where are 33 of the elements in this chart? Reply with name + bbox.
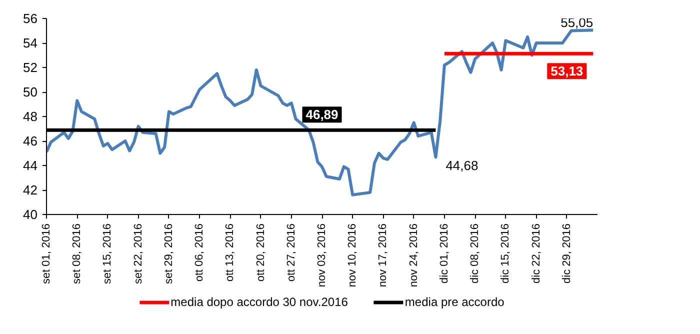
y-tick-label: 44 xyxy=(23,158,38,173)
x-tick-label: dic 22, 2016 xyxy=(530,224,542,284)
x-tick-label: nov 17, 2016 xyxy=(377,223,390,288)
x-tick-label: nov 24, 2016 xyxy=(408,223,420,288)
x-tick-label: set 08, 2016 xyxy=(71,223,84,284)
y-tick-label: 48 xyxy=(23,109,38,124)
y-tick-label: 40 xyxy=(23,207,38,222)
x-tick-label: dic 01, 2016 xyxy=(438,224,450,284)
line-series xyxy=(46,28,595,196)
y-tick-label: 54 xyxy=(23,36,38,50)
y-tick-label: 50 xyxy=(23,84,38,100)
x-tick-label: nov 03, 2016 xyxy=(316,223,328,288)
x-tick-label: set 15, 2016 xyxy=(102,223,114,284)
legend-label: media pre accordo xyxy=(404,295,504,309)
y-tick-label: 52 xyxy=(23,60,38,75)
x-tick-label: ott 20, 2016 xyxy=(254,223,267,282)
y-tick-label: 56 xyxy=(23,11,38,26)
annotation: 53,13 xyxy=(550,64,584,79)
y-tick-label: 42 xyxy=(23,182,38,198)
x-tick-label: ott 27, 2016 xyxy=(285,223,298,282)
y-tick-label: 46 xyxy=(23,134,38,148)
x-tick-label: dic 15, 2016 xyxy=(500,224,512,284)
x-tick-label: nov 10, 2016 xyxy=(346,223,359,288)
annotation: 44,68 xyxy=(446,158,478,174)
x-tick-label: set 22, 2016 xyxy=(132,223,144,284)
x-tick-label: set 29, 2016 xyxy=(162,223,175,284)
x-tick-label: ott 06, 2016 xyxy=(194,223,206,282)
annotation: 46,89 xyxy=(306,107,338,122)
x-tick-label: dic 29, 2016 xyxy=(560,224,573,284)
legend-label: media dopo accordo 30 nov.2016 xyxy=(170,295,348,309)
x-tick-label: dic 08, 2016 xyxy=(469,224,482,284)
x-tick-label: ott 13, 2016 xyxy=(224,223,236,282)
x-tick-label: set 01, 2016 xyxy=(40,223,52,284)
